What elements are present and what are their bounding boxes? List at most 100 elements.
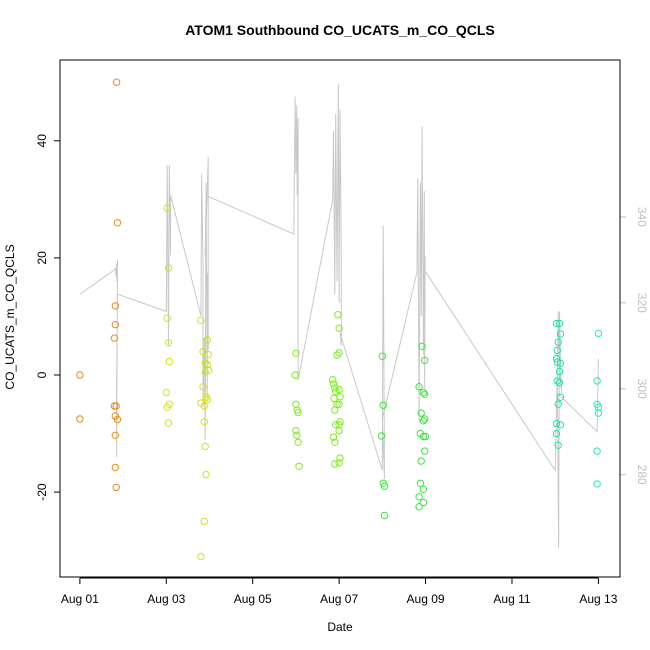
data-point [335, 459, 343, 467]
data-point [200, 402, 209, 410]
data-point [378, 352, 386, 360]
data-point [419, 498, 428, 507]
data-point [552, 419, 561, 428]
data-point [199, 383, 207, 391]
y2-tick-label: 300 [635, 379, 649, 399]
data-point [331, 438, 339, 446]
data-point [295, 462, 303, 470]
y2-tick-label: 320 [635, 293, 649, 313]
data-point [415, 383, 423, 391]
data-point [292, 349, 300, 357]
data-point [421, 415, 429, 423]
data-point [165, 357, 174, 366]
data-point [593, 377, 601, 385]
data-point [555, 367, 564, 376]
data-point [164, 264, 173, 272]
y2-tick-label: 340 [635, 207, 649, 227]
data-point [593, 480, 601, 488]
y-tick-label: 0 [35, 371, 49, 378]
data-point [416, 479, 425, 487]
data-point [292, 426, 300, 435]
data-point [335, 426, 343, 435]
data-point [417, 457, 425, 465]
data-point [554, 400, 562, 408]
data-point [329, 433, 338, 441]
data-point [112, 78, 121, 86]
data-point [111, 463, 120, 472]
data-point [111, 431, 120, 439]
data-point [554, 338, 562, 346]
data-point [76, 371, 84, 379]
y-axis-label: CO_UCATS_m_CO_QCLS [3, 244, 17, 389]
data-point [380, 482, 389, 490]
data-point [336, 418, 344, 426]
data-point [334, 311, 342, 319]
data-point [164, 339, 173, 347]
data-point [415, 493, 423, 501]
x-tick-label: Aug 07 [320, 592, 358, 606]
data-point [112, 402, 120, 410]
data-point [552, 429, 561, 438]
data-point [112, 483, 120, 492]
data-point [377, 432, 386, 440]
data-point [203, 395, 212, 404]
data-point [380, 511, 389, 520]
data-point [333, 400, 341, 408]
data-point [379, 401, 387, 410]
data-point [110, 334, 119, 342]
data-point [419, 485, 428, 493]
x-tick-label: Aug 03 [147, 592, 185, 606]
data-point [335, 400, 343, 408]
data-point [201, 442, 209, 451]
y2-tick-label: 280 [635, 465, 649, 485]
data-point [336, 454, 344, 462]
data-point [552, 319, 561, 328]
data-point [293, 431, 301, 439]
data-point [418, 342, 426, 350]
data-point [113, 219, 122, 227]
data-point [593, 447, 601, 455]
x-tick-label: Aug 01 [61, 592, 99, 606]
data-point [556, 393, 565, 401]
secondary-line-layer [79, 83, 599, 548]
data-point [556, 359, 565, 367]
data-point [421, 356, 429, 365]
data-point [335, 324, 343, 332]
data-point [203, 336, 212, 344]
data-point [421, 390, 429, 398]
x-tick-label: Aug 13 [579, 592, 617, 606]
data-point [163, 204, 171, 212]
y-tick-label: 40 [35, 134, 49, 148]
data-point [419, 432, 428, 441]
data-point [329, 376, 337, 384]
data-point [555, 319, 564, 328]
data-point [556, 421, 565, 429]
secondary-series-line [79, 83, 599, 548]
data-point [113, 415, 122, 424]
data-point [331, 460, 339, 468]
chart-title: ATOM1 Southbound CO_UCATS_m_CO_QCLS [185, 22, 495, 38]
y-tick-label: 20 [35, 251, 49, 265]
data-point [111, 320, 120, 329]
data-point [554, 441, 562, 449]
data-point [335, 385, 343, 394]
data-point [197, 552, 205, 561]
data-point [415, 503, 423, 511]
x-tick-label: Aug 05 [234, 592, 272, 606]
data-point [197, 316, 205, 325]
data-point [419, 388, 428, 397]
data-point [594, 409, 603, 417]
x-axis-label: Date [327, 620, 353, 634]
data-point [331, 384, 339, 392]
data-point [204, 366, 213, 374]
data-point [594, 329, 603, 338]
data-point [163, 403, 171, 411]
data-point [333, 351, 341, 359]
data-point [553, 346, 561, 355]
y-tick-label: -20 [35, 483, 49, 501]
data-point [164, 419, 173, 427]
data-point [291, 371, 299, 379]
data-point [202, 470, 210, 479]
